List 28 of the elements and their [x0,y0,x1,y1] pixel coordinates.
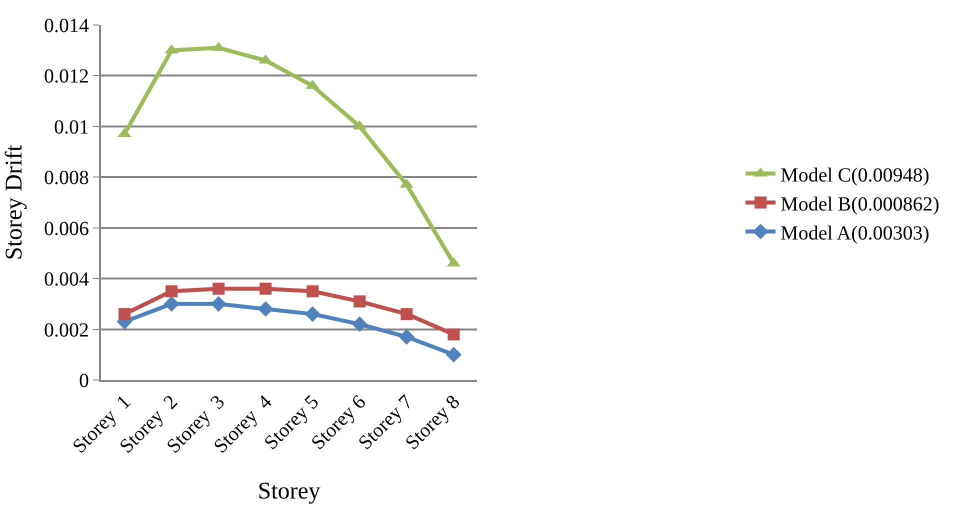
y-tick-label: 0.006 [44,218,89,240]
point [210,296,226,312]
y-tick-label: 0 [79,370,89,392]
y-tick-label: 0.012 [44,66,89,88]
point [354,295,366,308]
point [212,282,225,295]
legend-label: Model C(0.00948) [780,164,930,186]
legend-label: Model A(0.00303) [780,222,930,244]
y-tick-label: 0.008 [44,167,89,190]
y-tick-label: 0.014 [44,15,89,37]
point [306,285,319,298]
point [400,308,413,320]
point [164,296,180,312]
point [258,301,274,317]
y-tick-label: 0.01 [54,116,89,138]
x-axis-title: Storey [258,478,320,504]
point [166,285,178,298]
y-axis-title: Storey Drift [2,144,28,260]
point [118,308,131,320]
point [260,282,272,295]
point [446,346,462,362]
y-tick-label: 0.004 [44,268,89,291]
y-tick-label: 0.002 [44,319,89,342]
legend-label: Model B(0.000862) [780,193,940,216]
point [398,329,414,345]
point [448,328,460,340]
point [352,316,368,332]
point [304,306,320,322]
